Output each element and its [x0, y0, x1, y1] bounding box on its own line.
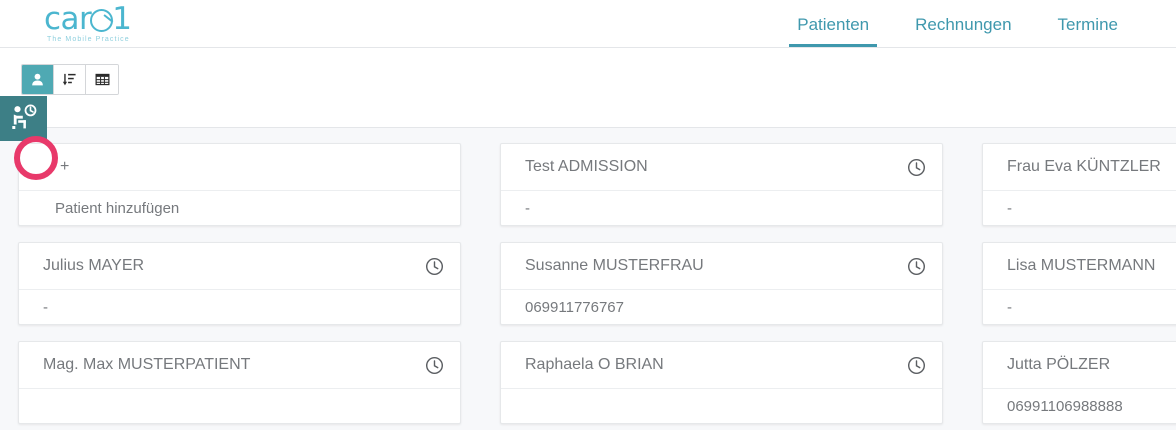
- patient-card-body: [501, 389, 942, 423]
- add-patient-card-top: +: [19, 144, 460, 191]
- patient-card-header: Test ADMISSION: [501, 144, 942, 191]
- patient-name: Mag. Max MUSTERPATIENT: [43, 356, 251, 373]
- patient-phone: 069911776767: [525, 299, 624, 316]
- clock-icon[interactable]: [425, 356, 444, 375]
- patient-card-body: 069911776767: [501, 290, 942, 324]
- logo-wordmark: car 1: [44, 4, 132, 35]
- patient-card[interactable]: Jutta PÖLZER 06991106988888: [982, 341, 1176, 424]
- app-header: car 1 The Mobile Practice Patienten Rechn…: [0, 0, 1176, 48]
- main-navigation: Patienten Rechnungen Termine: [781, 0, 1176, 47]
- table-view-button[interactable]: [86, 65, 118, 94]
- nav-tab-rechnungen-label: Rechnungen: [915, 15, 1012, 34]
- view-cards-button[interactable]: [22, 65, 54, 94]
- patient-name: Raphaela O BRIAN: [525, 356, 664, 373]
- patient-card-body: -: [983, 191, 1176, 225]
- patient-card-header: Susanne MUSTERFRAU: [501, 243, 942, 290]
- patient-name: Test ADMISSION: [525, 158, 648, 175]
- patient-card-body: [19, 389, 460, 423]
- view-mode-button-group: [21, 64, 119, 95]
- patient-phone: 06991106988888: [1007, 398, 1123, 415]
- patient-card-header: Jutta PÖLZER: [983, 342, 1176, 389]
- nav-tab-rechnungen[interactable]: Rechnungen: [899, 15, 1027, 47]
- logo-tagline: The Mobile Practice: [47, 36, 130, 43]
- clock-icon[interactable]: [425, 257, 444, 276]
- patient-name: Frau Eva KÜNTZLER: [1007, 158, 1161, 175]
- patient-card[interactable]: Susanne MUSTERFRAU 069911776767: [500, 242, 943, 325]
- sort-descending-icon: [62, 73, 76, 86]
- patient-card-grid: + Patient hinzufügen Test ADMISSION - Fr: [0, 143, 1176, 424]
- logo-text-right: 1: [112, 1, 132, 37]
- plus-icon: +: [60, 158, 70, 175]
- patient-card-header: Frau Eva KÜNTZLER: [983, 144, 1176, 191]
- patient-card-body: 06991106988888: [983, 389, 1176, 423]
- logo-ring-icon: [90, 9, 114, 32]
- add-patient-card-bottom: Patient hinzufügen: [19, 191, 460, 225]
- patient-name: Jutta PÖLZER: [1007, 356, 1111, 373]
- patient-card[interactable]: Frau Eva KÜNTZLER -: [982, 143, 1176, 226]
- patient-card-header: Julius MAYER: [19, 243, 460, 290]
- nav-tab-patienten[interactable]: Patienten: [781, 15, 885, 47]
- patient-card[interactable]: Julius MAYER -: [18, 242, 461, 325]
- patient-card[interactable]: Test ADMISSION -: [500, 143, 943, 226]
- nav-tab-termine-label: Termine: [1057, 15, 1118, 34]
- patient-phone: -: [1007, 299, 1012, 316]
- person-card-icon: [32, 73, 43, 86]
- patient-phone: -: [43, 299, 48, 316]
- patient-card[interactable]: Mag. Max MUSTERPATIENT: [18, 341, 461, 424]
- app-logo[interactable]: car 1 The Mobile Practice: [44, 4, 132, 44]
- patient-card-body: -: [983, 290, 1176, 324]
- sort-button[interactable]: [54, 65, 86, 94]
- patient-card-body: -: [501, 191, 942, 225]
- logo-text-left: car: [44, 1, 92, 37]
- table-grid-icon: [95, 73, 109, 86]
- patient-name: Julius MAYER: [43, 257, 145, 274]
- clock-icon[interactable]: [907, 158, 926, 177]
- patient-phone: -: [1007, 200, 1012, 217]
- toolbar: [0, 48, 1176, 182]
- patient-name: Lisa MUSTERMANN: [1007, 257, 1156, 274]
- patient-card-header: Raphaela O BRIAN: [501, 342, 942, 389]
- clock-icon[interactable]: [907, 257, 926, 276]
- add-patient-label: Patient hinzufügen: [55, 200, 180, 217]
- patient-card-body: -: [19, 290, 460, 324]
- patient-phone: -: [525, 200, 530, 217]
- waiting-room-tab[interactable]: [0, 96, 47, 141]
- patient-card[interactable]: Raphaela O BRIAN: [500, 341, 943, 424]
- clock-icon[interactable]: [907, 356, 926, 375]
- patient-card-header: Mag. Max MUSTERPATIENT: [19, 342, 460, 389]
- nav-tab-termine[interactable]: Termine: [1042, 15, 1134, 47]
- patient-card-header: Lisa MUSTERMANN: [983, 243, 1176, 290]
- patient-name: Susanne MUSTERFRAU: [525, 257, 704, 274]
- patient-list-area: + Patient hinzufügen Test ADMISSION - Fr: [0, 128, 1176, 424]
- nav-tab-patienten-label: Patienten: [797, 15, 870, 34]
- add-patient-card[interactable]: + Patient hinzufügen: [18, 143, 461, 226]
- patient-card[interactable]: Lisa MUSTERMANN -: [982, 242, 1176, 325]
- waiting-room-icon: [11, 104, 36, 129]
